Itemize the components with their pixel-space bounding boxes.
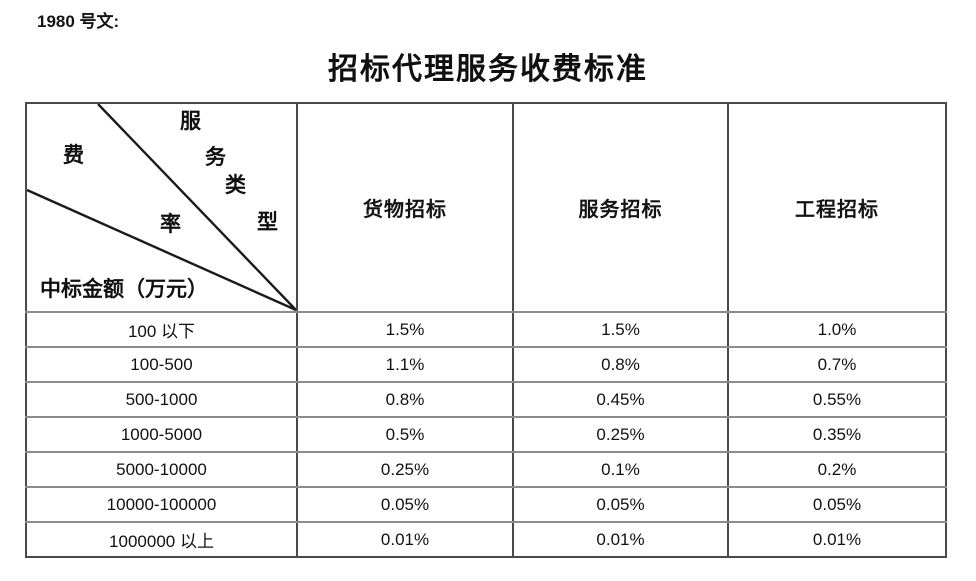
engineering-rate-cell: 0.05% <box>727 486 947 523</box>
corner-label-fee-rate-char: 率 <box>160 212 181 236</box>
corner-label-fee-rate-char: 费 <box>63 143 84 167</box>
amount-range-cell: 500-1000 <box>25 381 298 418</box>
table-row: 10000-100000 0.05% 0.05% 0.05% <box>25 486 947 523</box>
service-rate-cell: 0.01% <box>512 521 729 558</box>
diagonal-lines <box>27 104 296 311</box>
corner-label-bid-amount: 中标金额（万元） <box>40 277 208 301</box>
goods-rate-cell: 0.8% <box>296 381 514 418</box>
page-title: 招标代理服务收费标准 <box>328 53 648 86</box>
corner-label-service-type-char: 型 <box>257 210 278 234</box>
diagonal-header-content: 服 务 类 型 费 率 中标金额（万元） <box>27 104 296 311</box>
engineering-rate-cell: 0.2% <box>727 451 947 488</box>
amount-range-cell: 5000-10000 <box>25 451 298 488</box>
service-rate-cell: 0.45% <box>512 381 729 418</box>
service-rate-cell: 0.25% <box>512 416 729 453</box>
goods-rate-cell: 1.1% <box>296 346 514 383</box>
table-row: 5000-10000 0.25% 0.1% 0.2% <box>25 451 947 488</box>
corner-label-service-type-char: 务 <box>205 145 226 169</box>
amount-range-cell: 100 以下 <box>25 311 298 348</box>
column-header-goods-bidding: 货物招标 <box>296 102 514 313</box>
engineering-rate-cell: 1.0% <box>727 311 947 348</box>
corner-label-service-type-char: 服 <box>180 109 201 133</box>
goods-rate-cell: 0.5% <box>296 416 514 453</box>
table-row: 500-1000 0.8% 0.45% 0.55% <box>25 381 947 418</box>
service-rate-cell: 1.5% <box>512 311 729 348</box>
table-row: 100 以下 1.5% 1.5% 1.0% <box>25 311 947 348</box>
engineering-rate-cell: 0.7% <box>727 346 947 383</box>
amount-range-cell: 100-500 <box>25 346 298 383</box>
engineering-rate-cell: 0.01% <box>727 521 947 558</box>
column-header-engineering-bidding: 工程招标 <box>727 102 947 313</box>
service-rate-cell: 0.05% <box>512 486 729 523</box>
goods-rate-cell: 0.01% <box>296 521 514 558</box>
table-header-row: 服 务 类 型 费 率 中标金额（万元） 货物招标 服务招标 工程招标 <box>25 102 947 313</box>
service-rate-cell: 0.1% <box>512 451 729 488</box>
engineering-rate-cell: 0.35% <box>727 416 947 453</box>
goods-rate-cell: 0.05% <box>296 486 514 523</box>
service-rate-cell: 0.8% <box>512 346 729 383</box>
diagonal-header-cell: 服 务 类 型 费 率 中标金额（万元） <box>25 102 298 313</box>
document-number-label: 1980 号文: <box>37 12 120 31</box>
amount-range-cell: 10000-100000 <box>25 486 298 523</box>
goods-rate-cell: 1.5% <box>296 311 514 348</box>
amount-range-cell: 1000000 以上 <box>25 521 298 558</box>
engineering-rate-cell: 0.55% <box>727 381 947 418</box>
corner-label-service-type-char: 类 <box>225 173 246 197</box>
table-row: 100-500 1.1% 0.8% 0.7% <box>25 346 947 383</box>
table-row: 1000-5000 0.5% 0.25% 0.35% <box>25 416 947 453</box>
column-header-service-bidding: 服务招标 <box>512 102 729 313</box>
amount-range-cell: 1000-5000 <box>25 416 298 453</box>
table-row: 1000000 以上 0.01% 0.01% 0.01% <box>25 521 947 558</box>
goods-rate-cell: 0.25% <box>296 451 514 488</box>
fee-standard-table: 服 务 类 型 费 率 中标金额（万元） 货物招标 服务招标 工程招标 100 … <box>25 102 947 558</box>
